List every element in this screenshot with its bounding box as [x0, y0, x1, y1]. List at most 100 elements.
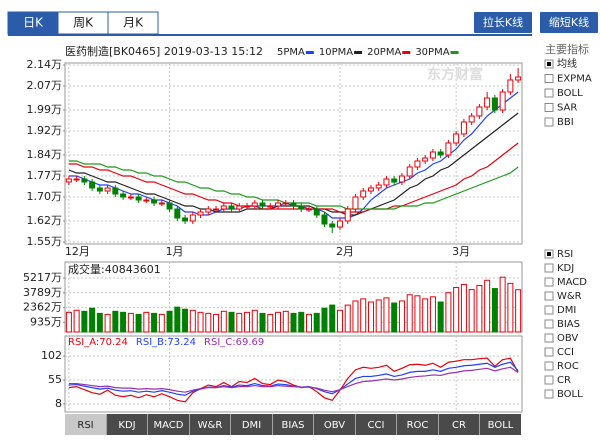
indicator-tab-label[interactable]: KDJ: [118, 420, 135, 431]
indicator-label[interactable]: SAR: [557, 103, 577, 114]
indicator-label[interactable]: BOLL: [557, 389, 583, 400]
candle-body: [414, 160, 421, 168]
candle-body: [213, 208, 220, 211]
volume-bar: [298, 311, 305, 333]
candle-body: [499, 91, 506, 111]
period-tab-label[interactable]: 周K: [73, 16, 94, 30]
y-tick-label: 2.07万: [27, 79, 63, 92]
indicator-tab-label[interactable]: MACD: [154, 420, 184, 431]
indicator-tab[interactable]: [65, 414, 106, 435]
candle-body: [228, 205, 235, 210]
candle-body: [507, 79, 514, 93]
legend-label: RSI_A:70.24: [68, 337, 128, 348]
volume-bar: [422, 298, 429, 333]
indicator-label[interactable]: DMI: [557, 305, 576, 316]
period-tab[interactable]: [107, 11, 159, 35]
zoom-button[interactable]: [540, 12, 598, 33]
indicator-label[interactable]: RSI: [557, 249, 573, 260]
candle-body: [437, 151, 444, 156]
indicator-tab-label[interactable]: OBV: [324, 420, 345, 431]
indicator-label[interactable]: W&R: [557, 291, 582, 302]
volume-bar: [445, 292, 452, 333]
indicator-tab-label[interactable]: BIAS: [282, 420, 305, 431]
indicator-tab[interactable]: [272, 414, 314, 435]
indicator-checkbox[interactable]: [544, 319, 554, 329]
indicator-label[interactable]: CCI: [557, 347, 574, 358]
chart-title: 成交量:40843601: [68, 262, 161, 276]
indicator-label[interactable]: EXPMA: [557, 74, 592, 85]
volume-bar: [89, 307, 96, 333]
indicator-tab-label[interactable]: ROC: [407, 420, 429, 431]
indicator-tab-label[interactable]: CCI: [368, 420, 385, 431]
candle-body: [197, 211, 204, 216]
y-tick-label: 1.70万: [27, 190, 63, 203]
indicator-checkbox[interactable]: [544, 375, 554, 385]
x-tick-label: 3月: [452, 245, 470, 258]
indicator-label[interactable]: ROC: [557, 361, 579, 372]
indicator-checkbox[interactable]: [544, 117, 554, 127]
indicator-tab[interactable]: [480, 414, 521, 435]
indicator-checkbox[interactable]: [544, 103, 554, 112]
volume-bar: [236, 312, 243, 333]
volume-bar: [251, 309, 258, 333]
indicator-tab-label[interactable]: DMI: [242, 420, 261, 431]
candle-body: [491, 97, 498, 111]
zoom-button-label[interactable]: 缩短K线: [549, 15, 589, 29]
period-tab-label[interactable]: 日K: [23, 16, 44, 30]
volume-bar: [515, 289, 522, 333]
indicator-tab[interactable]: [106, 414, 148, 435]
candle-body: [189, 214, 196, 222]
indicator-tab[interactable]: [397, 414, 438, 435]
indicator-tab[interactable]: [189, 414, 231, 435]
indicator-checkbox[interactable]: [544, 305, 554, 315]
indicator-checkbox[interactable]: [544, 347, 554, 357]
volume-bar: [65, 311, 72, 333]
indicator-tab-label[interactable]: W&R: [198, 420, 223, 431]
indicator-label[interactable]: BOLL: [557, 88, 583, 99]
indicator-tab[interactable]: [231, 414, 272, 435]
indicator-tab[interactable]: [314, 414, 355, 435]
volume-bar: [104, 313, 111, 333]
indicator-checkbox[interactable]: [544, 389, 554, 399]
y-tick-label: 3789万: [23, 286, 62, 299]
candle-body: [89, 181, 96, 189]
candle-body: [352, 196, 359, 210]
volume-bar: [460, 283, 467, 333]
indicator-checkbox[interactable]: [544, 277, 554, 287]
indicator-tab[interactable]: [438, 414, 480, 435]
volume-bar: [182, 308, 189, 333]
volume-bar: [213, 313, 220, 333]
candle-body: [158, 202, 165, 205]
indicator-tab-label[interactable]: RSI: [77, 420, 93, 431]
indicator-label[interactable]: OBV: [557, 333, 578, 344]
indicator-label[interactable]: BBI: [557, 117, 574, 128]
y-tick-label: 935万: [30, 315, 62, 328]
indicator-tab[interactable]: [355, 414, 397, 435]
indicator-checkbox[interactable]: [544, 88, 554, 98]
indicator-label[interactable]: MACD: [557, 277, 587, 288]
zoom-button-label[interactable]: 拉长K线: [483, 15, 523, 29]
indicator-label[interactable]: CR: [557, 375, 571, 386]
candle-body: [305, 208, 312, 211]
indicator-label[interactable]: BIAS: [557, 319, 580, 330]
y-tick-label: 2.14万: [27, 58, 63, 71]
volume-bar: [305, 313, 312, 333]
indicator-checkbox[interactable]: [544, 263, 554, 273]
candle-body: [383, 178, 390, 186]
indicator-checkbox[interactable]: [544, 291, 554, 301]
indicator-tab-label[interactable]: CR: [452, 420, 466, 431]
indicator-label[interactable]: 均线: [557, 57, 577, 70]
candle-body: [290, 202, 297, 207]
indicator-checkbox[interactable]: [544, 74, 554, 83]
indicator-checkbox[interactable]: [544, 333, 554, 343]
indicator-tab[interactable]: [148, 414, 189, 435]
indicator-label[interactable]: KDJ: [557, 263, 574, 274]
indicator-tab-label[interactable]: BOLL: [488, 420, 514, 431]
zoom-button[interactable]: [474, 12, 532, 33]
period-tab-label[interactable]: 月K: [123, 16, 144, 30]
legend-swatch: [305, 51, 314, 54]
indicator-checkbox[interactable]: [544, 361, 554, 371]
candle-body: [313, 208, 320, 216]
volume-bar: [336, 309, 343, 333]
